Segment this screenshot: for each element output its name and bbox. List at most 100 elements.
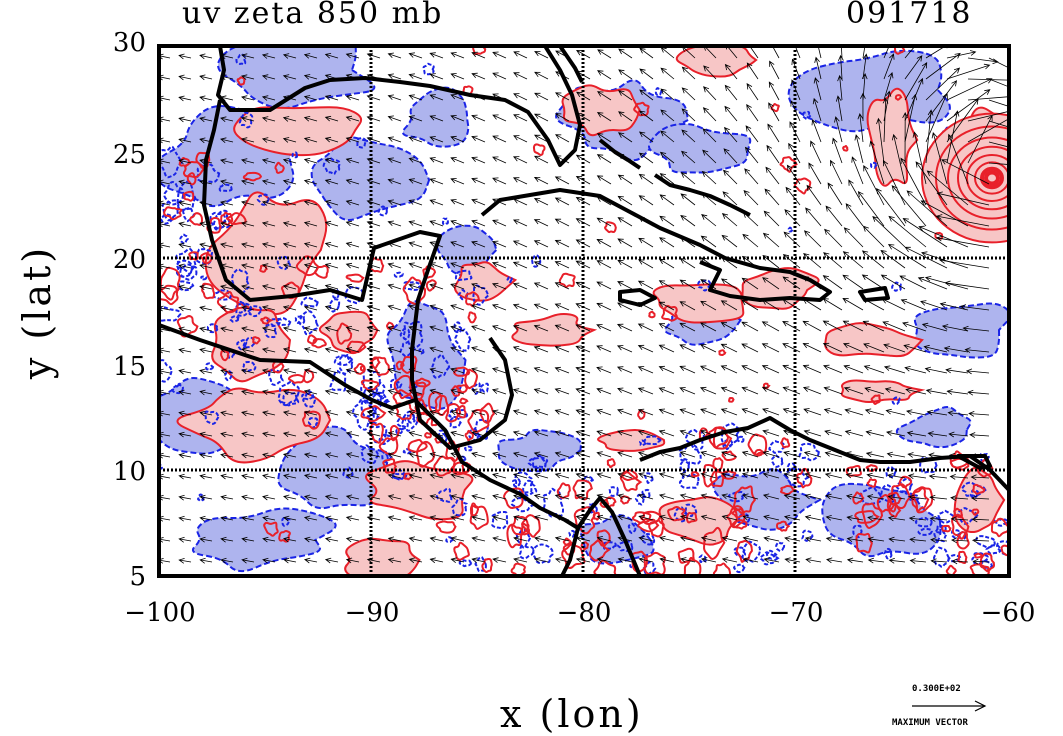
negative-contour (522, 479, 538, 497)
positive-contour (278, 530, 291, 543)
positive-contour (435, 520, 457, 534)
wind-vector (720, 343, 738, 353)
negative-contour (206, 323, 219, 334)
wind-vector (554, 303, 570, 311)
wind-vector (804, 472, 822, 479)
wind-vector (862, 320, 885, 332)
wind-vector (617, 557, 633, 563)
wind-vector (882, 321, 906, 332)
wind-vector (888, 215, 927, 248)
wind-vector (842, 251, 864, 269)
wind-vector (658, 344, 675, 353)
wind-vector (178, 158, 192, 165)
negative-contour (368, 424, 388, 444)
wind-vector (261, 326, 276, 332)
wind-vector (576, 91, 591, 101)
negative-contour (302, 390, 317, 408)
wind-vector (681, 129, 696, 143)
wind-vector (703, 86, 717, 101)
wind-vector (261, 242, 276, 248)
wind-vector (596, 281, 612, 290)
wind-vector (988, 78, 1009, 88)
wind-vector (617, 387, 633, 395)
wind-vector (492, 557, 507, 563)
wind-vector (303, 179, 318, 185)
wind-vector (638, 237, 654, 248)
wind-vector (761, 386, 780, 395)
wind-vector (512, 324, 528, 332)
wind-vector (767, 123, 780, 143)
wind-vector (950, 516, 969, 523)
wind-vector (241, 431, 255, 438)
wind-vector (345, 52, 360, 59)
wind-vector (761, 365, 780, 374)
wind-vector (261, 95, 276, 101)
wind-vector (596, 472, 612, 479)
wind-vector (906, 430, 927, 437)
wind-vector (884, 387, 906, 395)
wind-vector (533, 367, 549, 374)
wind-vector (905, 387, 927, 395)
positive-contour (842, 145, 849, 152)
wind-vector (450, 135, 465, 143)
wind-vector (637, 408, 654, 416)
wind-vector (554, 451, 570, 458)
wind-vector (178, 116, 192, 123)
wind-vector (637, 366, 654, 374)
wind-vector (658, 323, 675, 332)
wind-vector (283, 515, 297, 522)
positive-contour (163, 206, 183, 221)
wind-vector (429, 73, 444, 80)
wind-vector (220, 452, 234, 459)
wind-vector (387, 410, 402, 416)
wind-vector (762, 429, 780, 437)
wind-vector (596, 324, 612, 332)
wind-vector (639, 47, 654, 59)
wind-vector (282, 200, 297, 206)
wind-vector (967, 115, 993, 164)
wind-vector (408, 262, 423, 269)
positive-contour (467, 311, 477, 324)
positive-contour (561, 543, 586, 569)
wind-vector (471, 156, 486, 164)
positive-contour (188, 251, 199, 261)
wind-vector (825, 536, 843, 542)
wind-vector (512, 472, 528, 479)
wind-vector (241, 137, 255, 143)
wind-vector (324, 199, 339, 206)
negative-contour (960, 481, 987, 498)
positive-contour (865, 464, 878, 472)
wind-vector (534, 134, 549, 143)
wind-vector (596, 112, 612, 122)
wind-vector (533, 515, 549, 521)
wind-vector (283, 494, 297, 501)
positive-contour (159, 284, 179, 306)
wind-vector (863, 165, 885, 206)
wind-vector (742, 493, 759, 500)
negative-contour (275, 317, 292, 327)
wind-vector (639, 110, 654, 122)
wind-vector (861, 250, 885, 269)
positive-contour (389, 424, 400, 442)
wind-vector (178, 515, 192, 522)
wind-vector (261, 368, 276, 375)
wind-vector (946, 89, 991, 122)
wind-vector (408, 157, 423, 164)
negative-contour (453, 321, 463, 334)
wind-vector (906, 190, 948, 227)
wind-vector (178, 368, 192, 375)
positive-contour (720, 470, 737, 480)
wind-vector (512, 409, 528, 416)
positive-contour (605, 496, 617, 508)
wind-vector (575, 430, 591, 437)
negative-contour (399, 340, 417, 358)
positive-contour (898, 475, 913, 489)
wind-vector (533, 282, 549, 290)
negative-contour (356, 137, 367, 149)
wind-vector (282, 179, 297, 185)
wind-vector (220, 242, 234, 249)
negative-contour (265, 317, 282, 328)
positive-contour (479, 402, 495, 424)
wind-vector (826, 557, 843, 564)
wind-vector (471, 219, 486, 227)
